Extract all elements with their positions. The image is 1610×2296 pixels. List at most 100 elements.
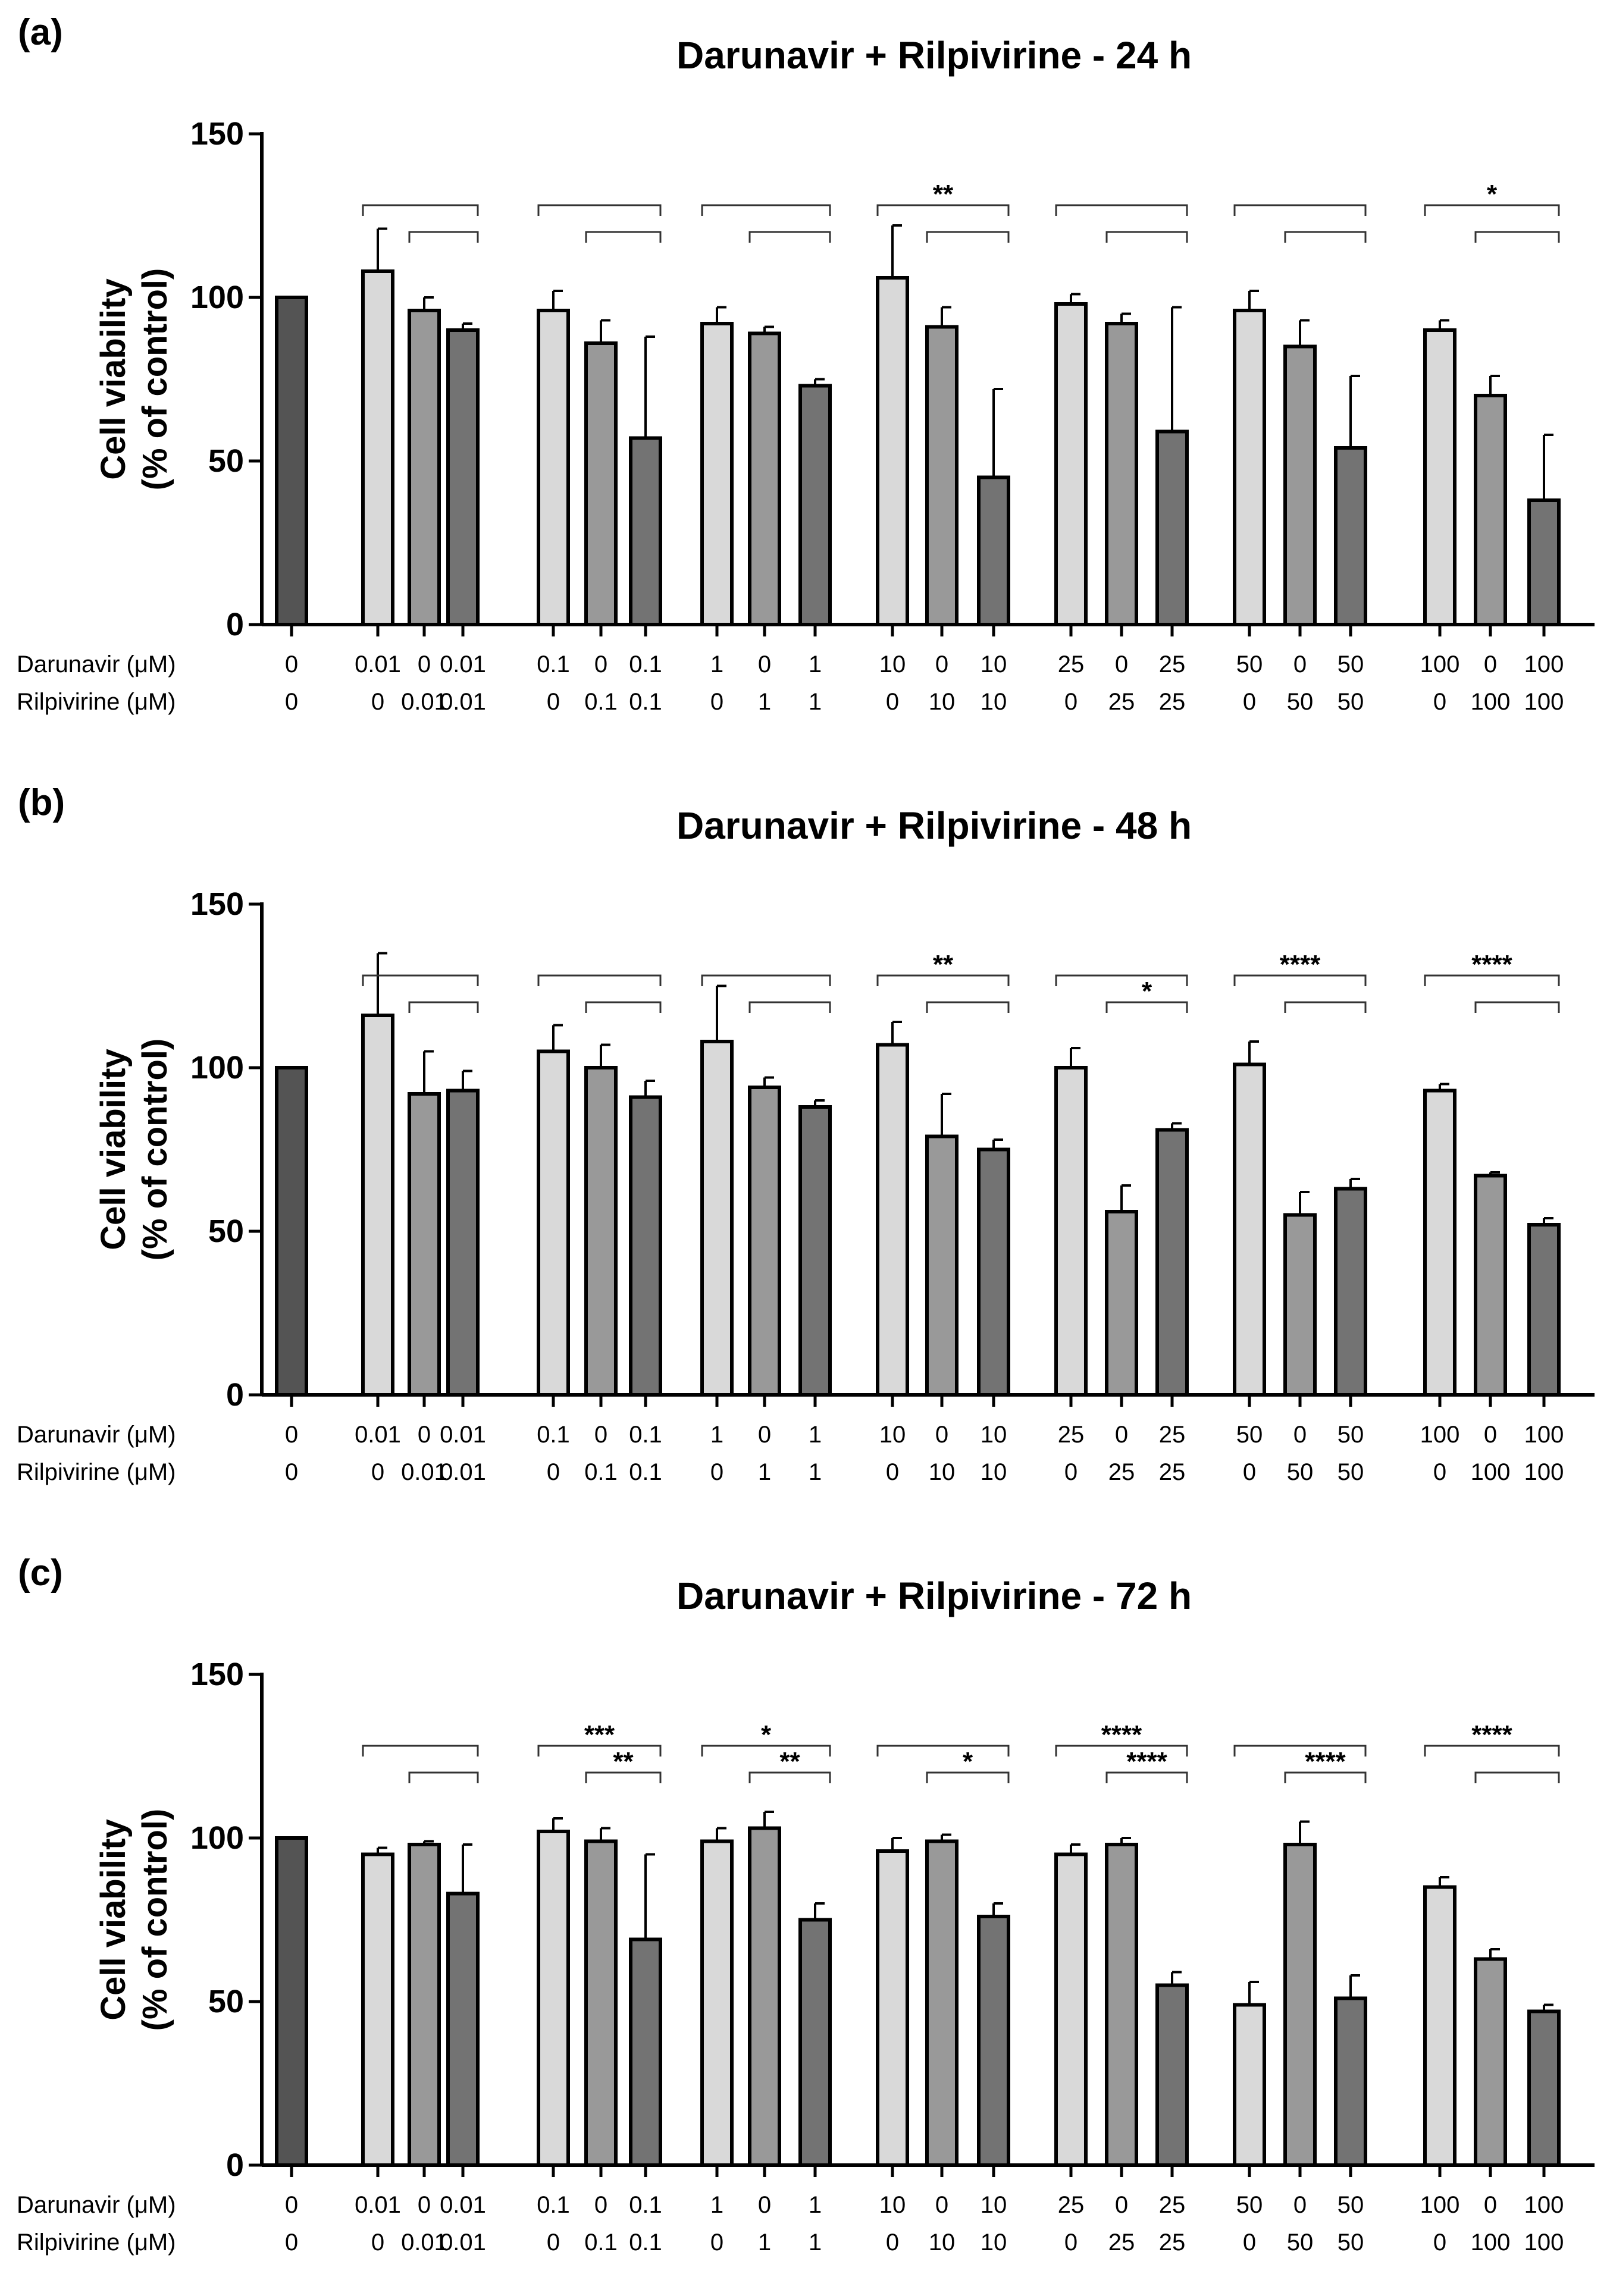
bar: [1054, 1852, 1088, 2167]
rilpivirine-conc-label: 0: [1433, 2229, 1446, 2256]
darunavir-conc-label: 0: [935, 2192, 948, 2218]
darunavir-conc-label: 0: [935, 1422, 948, 1448]
bar: [876, 1043, 909, 1397]
y-tick-label: 100: [190, 280, 244, 315]
darunavir-conc-label: 0: [758, 1422, 771, 1448]
darunavir-conc-label: 1: [710, 2192, 723, 2218]
bar: [1105, 1210, 1138, 1397]
y-tick-label: 100: [190, 1050, 244, 1086]
rilpivirine-conc-label: 1: [809, 2229, 822, 2256]
rilpivirine-conc-label: 25: [1159, 689, 1186, 715]
y-axis-label-line2: (% of control): [136, 268, 174, 491]
rilpivirine-conc-label: 1: [809, 689, 822, 715]
rilpivirine-conc-label: 0.01: [440, 2229, 486, 2256]
darunavir-conc-label: 0: [418, 1422, 431, 1448]
significance-bracket-inner: [585, 1771, 662, 1783]
bar: [584, 1066, 618, 1397]
rilpivirine-conc-label: 10: [929, 689, 956, 715]
bar: [1283, 344, 1317, 626]
darunavir-conc-label: 100: [1524, 651, 1564, 677]
chart-svg: (b) Darunavir + Rilpivirine - 48 h Cell vi…: [17, 782, 1595, 1485]
rilpivirine-conc-label: 0: [285, 1459, 298, 1485]
rilpivirine-conc-label: 0: [371, 1459, 384, 1485]
bar: [1105, 1843, 1138, 2167]
significance-bracket-inner: [926, 1001, 1010, 1013]
rilpivirine-conc-label: 0.01: [401, 689, 447, 715]
y-axis-label-line1: Cell viability: [94, 1819, 133, 2020]
bar: [1527, 2009, 1561, 2167]
significance-bracket-outer: [537, 974, 662, 986]
bar: [537, 1049, 570, 1397]
darunavir-conc-label: 10: [981, 651, 1007, 677]
bar: [1334, 1187, 1367, 1397]
darunavir-conc-label: 100: [1524, 1422, 1564, 1448]
darunavir-conc-label: 1: [809, 651, 822, 677]
darunavir-conc-label: 0: [285, 1422, 298, 1448]
significance-bracket-outer: [1055, 204, 1188, 216]
bar: [1283, 1213, 1317, 1397]
y-axis-label-line2: (% of control): [136, 1809, 174, 2031]
bar: [700, 1839, 734, 2167]
significance-label-outer: **: [933, 180, 954, 209]
rilpivirine-row-label: Rilpivirine (μM): [17, 1459, 176, 1485]
darunavir-row-label: Darunavir (μM): [17, 2192, 176, 2218]
darunavir-conc-label: 0: [594, 1422, 607, 1448]
significance-bracket-inner: [748, 231, 831, 243]
significance-bracket-outer: [1233, 974, 1367, 986]
significance-bracket-outer: [701, 974, 831, 986]
darunavir-conc-label: 0: [1115, 2192, 1128, 2218]
bar: [1474, 1957, 1507, 2167]
rilpivirine-conc-label: 0: [1433, 689, 1446, 715]
bar: [629, 1095, 662, 1397]
bar: [446, 1089, 480, 1397]
bar: [748, 1086, 781, 1397]
bar: [1423, 1885, 1456, 2167]
darunavir-conc-label: 0: [1293, 2192, 1307, 2218]
bar: [1054, 1066, 1088, 1397]
bar: [1155, 1983, 1189, 2167]
significance-bracket-inner: [1284, 1001, 1367, 1013]
bar: [408, 1092, 441, 1397]
bar: [1105, 322, 1138, 626]
darunavir-conc-label: 0: [1484, 1422, 1497, 1448]
rilpivirine-conc-label: 100: [1471, 1459, 1511, 1485]
significance-bracket-inner: [1105, 1001, 1188, 1013]
darunavir-conc-label: 0: [594, 651, 607, 677]
darunavir-conc-label: 10: [879, 2192, 906, 2218]
y-tick-label: 50: [208, 1213, 244, 1249]
significance-bracket-outer: [876, 974, 1010, 986]
darunavir-conc-label: 0: [1484, 2192, 1497, 2218]
rilpivirine-conc-label: 0: [710, 1459, 723, 1485]
rilpivirine-conc-label: 1: [758, 689, 771, 715]
significance-bracket-outer: [1233, 204, 1367, 216]
significance-label-outer: ****: [1280, 950, 1321, 979]
y-axis-label: Cell viability (% of control): [94, 268, 174, 491]
rilpivirine-conc-label: 25: [1159, 2229, 1186, 2256]
rilpivirine-conc-label: 50: [1338, 689, 1364, 715]
darunavir-conc-label: 50: [1338, 651, 1364, 677]
rilpivirine-conc-label: 0: [1433, 1459, 1446, 1485]
rilpivirine-conc-label: 0.1: [629, 2229, 662, 2256]
significance-bracket-inner: [1105, 231, 1188, 243]
bar: [1233, 2003, 1266, 2167]
significance-bracket-outer: [876, 1745, 1010, 1756]
significance-label-inner: *: [1142, 977, 1152, 1006]
rilpivirine-conc-label: 10: [929, 1459, 956, 1485]
y-axis-label-line1: Cell viability: [94, 1049, 133, 1250]
significance-bracket-outer: [701, 204, 831, 216]
darunavir-conc-label: 0: [935, 651, 948, 677]
bar: [977, 1147, 1010, 1397]
bar: [1527, 1223, 1561, 1397]
darunavir-conc-label: 0: [758, 2192, 771, 2218]
darunavir-row-label: Darunavir (μM): [17, 651, 176, 677]
bar: [1155, 429, 1189, 626]
significance-bracket-outer: [876, 204, 1010, 216]
significance-bracket-outer: [362, 204, 479, 216]
rilpivirine-conc-label: 1: [809, 1459, 822, 1485]
rilpivirine-conc-label: 0: [886, 689, 899, 715]
bar: [408, 309, 441, 626]
y-tick-label: 50: [208, 443, 244, 479]
rilpivirine-conc-label: 0: [1064, 1459, 1077, 1485]
rilpivirine-conc-label: 10: [981, 689, 1007, 715]
bar: [1423, 1089, 1456, 1397]
